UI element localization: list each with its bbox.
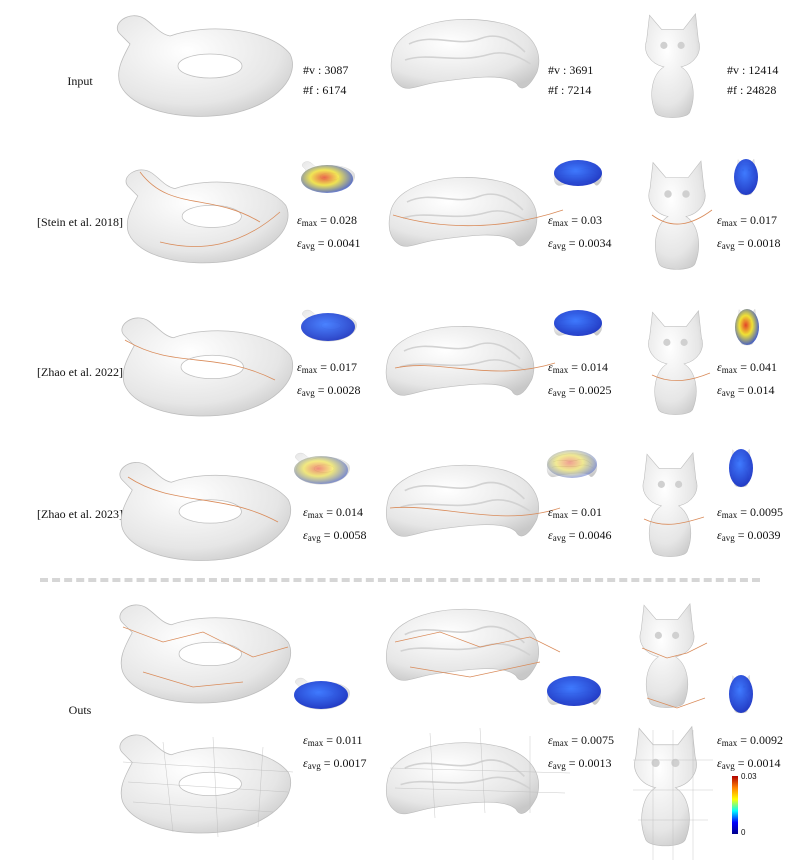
zhao22-cat-mesh (648, 310, 711, 415)
input-duck-mesh (100, 4, 300, 124)
stein-rock-stats: εmax = 0.03 εavg = 0.0034 (548, 213, 612, 251)
zhao23-rock-error-map (546, 450, 598, 478)
zhao22-rock-stats: εmax = 0.014 εavg = 0.0025 (548, 360, 612, 398)
ours-cat-error-map (729, 674, 753, 714)
ours-duck-wireframe (119, 734, 294, 838)
zhao23-cat-stats: εmax = 0.0095 εavg = 0.0039 (717, 505, 784, 543)
stein-duck-error-map (301, 161, 355, 193)
zhao23-rock-stats: εmax = 0.01 εavg = 0.0046 (548, 505, 612, 543)
zhao23-rock-max: = 0.01 (571, 505, 603, 519)
stein-cat-error-map (734, 158, 758, 196)
stein-duck-avg: = 0.0041 (317, 236, 361, 250)
duck-vertex-count: #v : 3087 (303, 63, 349, 77)
zhao23-duck-avg: = 0.0058 (323, 528, 367, 542)
ours-rock-stats: εmax = 0.0075 εavg = 0.0013 (548, 733, 615, 771)
row-label-input: Input (67, 74, 93, 88)
ours-rock-wireframe (385, 727, 571, 819)
zhao23-cat-max: = 0.0095 (740, 505, 784, 519)
stein-rock-avg: = 0.0034 (568, 236, 612, 250)
zhao22-duck-avg: = 0.0028 (317, 383, 361, 397)
ours-duck-stats: εmax = 0.011 εavg = 0.0017 (303, 733, 367, 771)
stein-cat-mesh (648, 160, 713, 270)
zhao23-rock-avg: = 0.0046 (568, 528, 612, 542)
zhao22-duck-error-map (301, 309, 357, 342)
zhao22-rock-error-map (553, 310, 603, 336)
zhao22-rock-mesh (385, 325, 556, 397)
ours-duck-error-map (294, 677, 350, 710)
zhao23-cat-mesh (642, 452, 705, 558)
zhao22-rock-max: = 0.014 (571, 360, 609, 374)
row-label-stein: [Stein et al. 2018] (37, 215, 123, 229)
ours-cat-stats: εmax = 0.0092 εavg = 0.0014 (717, 733, 784, 771)
stein-duck-stats: εmax = 0.028 εavg = 0.0041 (297, 213, 361, 251)
ours-rock-avg: = 0.0013 (568, 756, 612, 770)
stein-cat-stats: εmax = 0.017 εavg = 0.0018 (717, 213, 781, 251)
ours-rock-error-map (546, 676, 602, 706)
stein-duck-mesh (125, 169, 289, 264)
rock-vertex-count: #v : 3691 (548, 63, 594, 77)
error-colorbar (732, 776, 738, 834)
stein-duck-max: = 0.028 (320, 213, 358, 227)
row-label-zhao22: [Zhao et al. 2022] (37, 365, 123, 379)
zhao23-duck-max: = 0.014 (326, 505, 364, 519)
zhao23-cat-error-map (729, 448, 753, 488)
zhao22-duck-stats: εmax = 0.017 εavg = 0.0028 (297, 360, 361, 398)
rock-face-count: #f : 7214 (548, 83, 592, 97)
ours-cat-avg: = 0.0014 (737, 756, 781, 770)
zhao23-duck-error-map (294, 452, 350, 485)
zhao23-duck-stats: εmax = 0.014 εavg = 0.0058 (303, 505, 367, 543)
duck-face-count: #f : 6174 (303, 83, 347, 97)
ours-duck-mesh (119, 604, 292, 704)
zhao23-duck-mesh (119, 461, 292, 561)
zhao22-cat-error-map (735, 308, 759, 346)
ours-cat-mesh (639, 603, 708, 709)
stein-rock-mesh (388, 176, 564, 248)
zhao22-cat-max: = 0.041 (740, 360, 778, 374)
ours-cat-wireframe (633, 726, 713, 860)
zhao22-duck-mesh (121, 317, 294, 417)
ours-rock-mesh (385, 608, 561, 682)
ours-rock-max: = 0.0075 (571, 733, 615, 747)
ours-cat-max: = 0.0092 (740, 733, 784, 747)
colorbar-min-label: 0 (741, 828, 746, 837)
zhao22-rock-avg: = 0.0025 (568, 383, 612, 397)
colorbar-max-label: 0.03 (741, 772, 757, 781)
cat-face-count: #f : 24828 (727, 83, 777, 97)
zhao23-rock-mesh (385, 464, 561, 538)
stein-rock-max: = 0.03 (571, 213, 603, 227)
zhao22-cat-stats: εmax = 0.041 εavg = 0.014 (717, 360, 778, 398)
dashed-separator (40, 578, 760, 582)
zhao23-cat-avg: = 0.0039 (737, 528, 781, 542)
stein-cat-max: = 0.017 (740, 213, 778, 227)
ours-duck-max: = 0.011 (326, 733, 363, 747)
input-cat-mesh (645, 13, 700, 118)
row-label-ours: Outs (68, 703, 92, 717)
zhao22-cat-avg: = 0.014 (737, 383, 775, 397)
stein-cat-avg: = 0.0018 (737, 236, 781, 250)
zhao22-duck-max: = 0.017 (320, 360, 358, 374)
stein-rock-error-map (553, 160, 603, 186)
row-label-zhao23: [Zhao et al. 2023] (37, 507, 123, 521)
ours-duck-avg: = 0.0017 (323, 756, 367, 770)
input-rock-mesh (390, 18, 540, 90)
cat-vertex-count: #v : 12414 (727, 63, 779, 77)
